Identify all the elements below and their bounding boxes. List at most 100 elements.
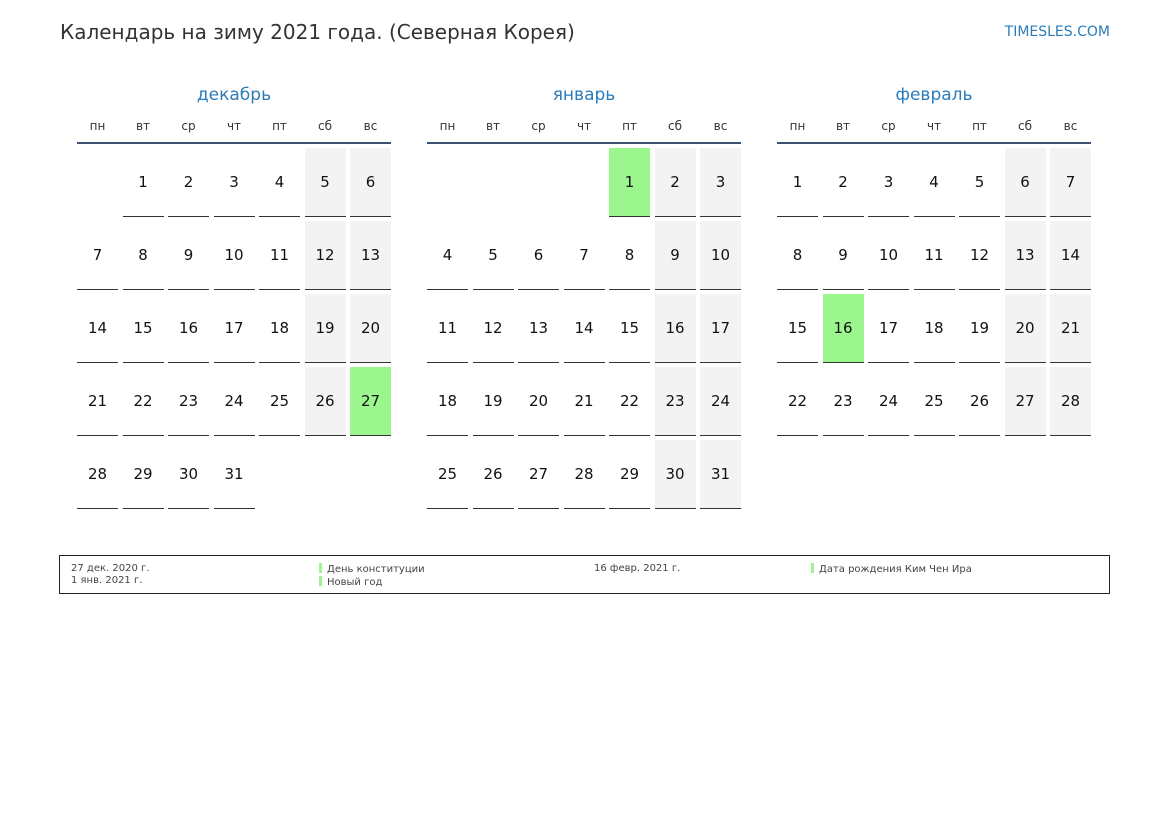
weekday-label: вс <box>1063 119 1078 133</box>
holiday-day-cell: 16 <box>822 294 864 363</box>
legend-dates: 27 дек. 2020 г. 1 янв. 2021 г. <box>71 563 149 587</box>
day-cell: 11 <box>913 221 955 290</box>
day-cell: 3 <box>213 148 255 217</box>
empty-cell <box>564 148 605 217</box>
day-cell: 14 <box>77 294 118 363</box>
day-cell: 15 <box>777 294 818 363</box>
weekday-label: пн <box>439 119 456 133</box>
holiday-day-cell: 27 <box>350 367 391 436</box>
day-cell: 20 <box>518 367 559 436</box>
day-cell: 1 <box>777 148 818 217</box>
weekday-label: чт <box>226 119 242 133</box>
day-cell: 2 <box>822 148 864 217</box>
day-cell: 31 <box>700 440 741 509</box>
day-cell: 20 <box>350 294 391 363</box>
legend-holiday-name: День конституции <box>327 564 425 575</box>
weekday-label: сб <box>1018 119 1032 133</box>
day-cell: 5 <box>959 148 1000 217</box>
day-cell: 18 <box>427 367 468 436</box>
month-name: февраль <box>895 85 973 105</box>
holiday-color-marker <box>319 576 322 586</box>
weekday-label: ср <box>531 119 546 133</box>
weekday-label: пн <box>89 119 106 133</box>
legend-date: 1 янв. 2021 г. <box>71 575 143 586</box>
day-cell: 12 <box>304 221 346 290</box>
day-cell: 8 <box>122 221 164 290</box>
empty-cell <box>77 148 118 217</box>
day-cell: 22 <box>777 367 818 436</box>
day-cell: 24 <box>213 367 255 436</box>
legend-holiday-name: Дата рождения Ким Чен Ира <box>819 564 972 575</box>
days-grid: 1 2 3 4 5 6 7 8 9 10 11 12 13 14 15 16 17 18 19 20 21 22 23 24 2… <box>77 148 391 509</box>
day-cell: 28 <box>1050 367 1091 436</box>
day-cell: 7 <box>1050 148 1091 217</box>
day-cell: 14 <box>563 294 605 363</box>
legend-dates: 16 февр. 2021 г. <box>594 563 680 575</box>
day-cell: 12 <box>472 294 514 363</box>
empty-cell <box>473 148 514 217</box>
day-cell: 21 <box>563 367 605 436</box>
weekday-label: чт <box>576 119 592 133</box>
weekday-label: вт <box>835 119 851 133</box>
day-cell: 5 <box>472 221 514 290</box>
weekday-label: вс <box>363 119 378 133</box>
day-cell: 4 <box>259 148 300 217</box>
day-cell: 29 <box>122 440 164 509</box>
site-link[interactable]: TIMESLES.COM <box>1004 24 1110 40</box>
legend-holidays: День конституции Новый год <box>319 563 425 589</box>
day-cell: 18 <box>913 294 955 363</box>
legend-holidays: Дата рождения Ким Чен Ира <box>811 563 972 576</box>
page-title: Календарь на зиму 2021 года. (Северная К… <box>60 20 575 44</box>
empty-cell <box>427 148 468 217</box>
day-cell: 12 <box>959 221 1000 290</box>
day-cell: 16 <box>168 294 209 363</box>
day-cell: 19 <box>304 294 346 363</box>
holiday-day-cell: 1 <box>609 148 650 217</box>
weekday-label: пт <box>972 119 987 133</box>
legend-date: 16 февр. 2021 г. <box>594 563 681 574</box>
day-cell: 4 <box>427 221 468 290</box>
day-cell: 25 <box>259 367 300 436</box>
day-cell: 17 <box>213 294 255 363</box>
day-cell: 30 <box>168 440 209 509</box>
day-cell: 16 <box>654 294 696 363</box>
day-cell: 22 <box>122 367 164 436</box>
day-cell: 8 <box>777 221 818 290</box>
weekday-header: пн вт ср чт пт сб вс <box>77 108 391 144</box>
day-cell: 23 <box>822 367 864 436</box>
day-cell: 9 <box>654 221 696 290</box>
day-cell: 23 <box>654 367 696 436</box>
holiday-color-marker <box>319 563 322 573</box>
day-cell: 23 <box>168 367 209 436</box>
weekday-label: вт <box>485 119 501 133</box>
weekday-label: пт <box>272 119 287 133</box>
legend-holiday-name: Новый год <box>327 577 383 588</box>
legend-holiday: Дата рождения Ким Чен Ира <box>811 563 972 576</box>
day-cell: 27 <box>518 440 559 509</box>
day-cell: 21 <box>77 367 118 436</box>
day-cell: 26 <box>304 367 346 436</box>
day-cell: 9 <box>168 221 209 290</box>
month-name: декабрь <box>196 85 272 105</box>
day-cell: 11 <box>427 294 468 363</box>
weekday-label: ср <box>881 119 896 133</box>
day-cell: 10 <box>868 221 909 290</box>
weekday-label: чт <box>926 119 942 133</box>
day-cell: 13 <box>518 294 559 363</box>
weekday-label: сб <box>668 119 682 133</box>
day-cell: 10 <box>700 221 741 290</box>
weekday-label: пн <box>789 119 806 133</box>
day-cell: 7 <box>77 221 118 290</box>
weekday-label: сб <box>318 119 332 133</box>
month-december: декабрь пн вт ср чт пт сб вс 1 2 3 4 5 6 7 8 9 10 11 12 13… <box>77 82 391 509</box>
holiday-color-marker <box>811 563 814 573</box>
weekday-label: ср <box>181 119 196 133</box>
day-cell: 11 <box>259 221 300 290</box>
weekday-label: вс <box>713 119 728 133</box>
days-grid: 1 2 3 4 5 6 7 8 9 10 11 12 13 14 15 16 17 18 19 20 21 22 23 24 2… <box>777 148 1091 436</box>
day-cell: 17 <box>868 294 909 363</box>
holiday-legend: 27 дек. 2020 г. 1 янв. 2021 г. День конс… <box>59 555 1110 594</box>
day-cell: 6 <box>1004 148 1046 217</box>
day-cell: 27 <box>1004 367 1046 436</box>
day-cell: 6 <box>518 221 559 290</box>
